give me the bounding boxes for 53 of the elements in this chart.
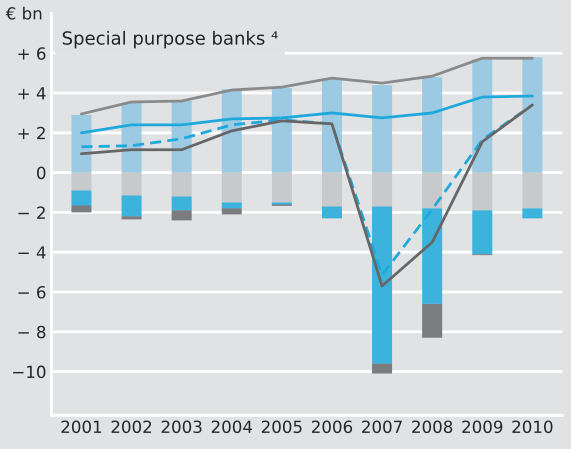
x-tick-label: 2005 bbox=[262, 420, 302, 434]
bar bbox=[71, 205, 92, 212]
bar bbox=[422, 208, 442, 304]
y-tick-label: + 6 bbox=[18, 47, 46, 60]
bar bbox=[372, 206, 392, 364]
bar bbox=[71, 190, 92, 206]
bar bbox=[71, 114, 92, 173]
bar bbox=[522, 172, 542, 208]
bar bbox=[272, 88, 292, 173]
y-tick-label: − 8 bbox=[18, 326, 46, 338]
line-series bbox=[80, 56, 534, 116]
x-tick-label: 2006 bbox=[312, 420, 352, 434]
y-tick-label: − 2 bbox=[18, 206, 45, 219]
x-tick-label: 2009 bbox=[462, 420, 502, 434]
x-tick-label: 2002 bbox=[112, 420, 152, 434]
y-tick-label: + 2 bbox=[18, 126, 45, 140]
x-tick-label: 2010 bbox=[512, 420, 552, 434]
bar bbox=[422, 304, 442, 338]
bar bbox=[122, 216, 142, 220]
x-tick-label: 2008 bbox=[412, 420, 452, 434]
y-axis-title: € bn bbox=[6, 6, 42, 20]
x-tick-label: 2007 bbox=[362, 420, 402, 434]
bar bbox=[472, 59, 492, 173]
y-tick-label: + 4 bbox=[18, 87, 46, 100]
bar bbox=[122, 172, 142, 196]
bar bbox=[372, 85, 392, 173]
bar bbox=[222, 208, 242, 214]
y-tick-label: − 6 bbox=[18, 286, 46, 299]
x-tick-label: 2004 bbox=[212, 420, 252, 434]
x-tick-label: 2003 bbox=[162, 420, 202, 434]
bar bbox=[472, 210, 492, 254]
bar bbox=[472, 172, 492, 210]
y-tick-label: 0 bbox=[37, 166, 46, 180]
bar bbox=[322, 206, 342, 218]
text: Special purpose banks ⁴ bbox=[62, 30, 278, 48]
bar bbox=[372, 172, 392, 206]
bar bbox=[522, 208, 542, 218]
bar bbox=[372, 364, 392, 374]
bar bbox=[272, 172, 292, 202]
bar bbox=[172, 210, 192, 220]
bar bbox=[222, 172, 242, 202]
y-tick-label: −10 bbox=[13, 366, 46, 378]
bar bbox=[222, 202, 242, 208]
bar bbox=[122, 196, 142, 216]
bar bbox=[422, 172, 442, 208]
x-tick-label: 2001 bbox=[61, 420, 102, 434]
bar bbox=[71, 172, 92, 191]
y-tick-label: − 4 bbox=[18, 246, 46, 259]
bar bbox=[172, 172, 192, 196]
bar bbox=[522, 57, 542, 173]
bar bbox=[422, 77, 442, 173]
bar bbox=[322, 172, 342, 206]
bar bbox=[172, 196, 192, 210]
